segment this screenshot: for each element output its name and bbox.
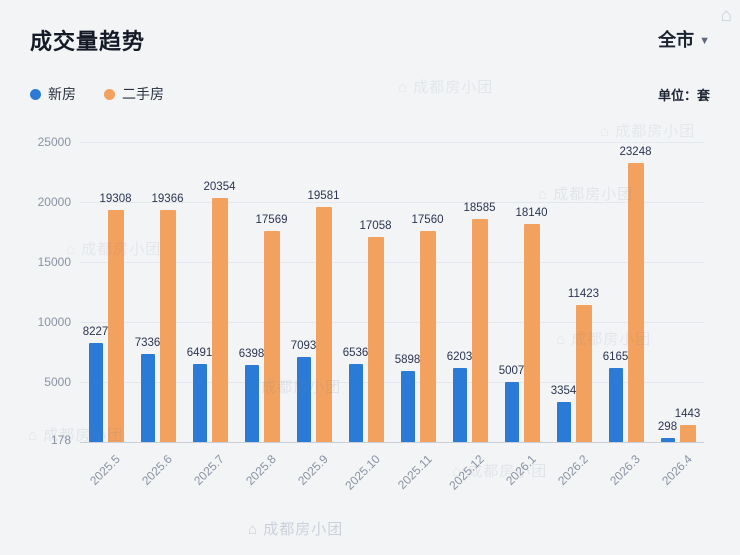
watermark-logo-icon: ⌂ <box>720 5 732 26</box>
value-label-new-2025.7: 6491 <box>186 347 213 360</box>
x-axis-label-2025.12: 2025.12 <box>446 452 487 493</box>
y-axis-tick: 10000 <box>37 315 71 329</box>
value-label-secondhand-2026.4: 1443 <box>674 407 701 420</box>
x-axis-line <box>80 442 704 443</box>
value-label-new-2025.8: 6398 <box>238 348 265 361</box>
bar-secondhand-2026.1[interactable] <box>523 224 540 442</box>
bar-secondhand-2025.9[interactable] <box>315 207 332 442</box>
bar-secondhand-2025.12[interactable] <box>471 218 488 442</box>
bar-new-2025.7[interactable] <box>192 364 207 442</box>
bar-chart: 178 5000 10000 15000 20000 25000 8227 19308 2025… <box>30 112 710 534</box>
gridline <box>80 322 704 323</box>
legend-item-secondhand-homes[interactable]: 二手房 <box>104 84 164 104</box>
x-axis-label-2025.8: 2025.8 <box>243 452 279 488</box>
bar-new-2026.3[interactable] <box>608 368 623 442</box>
bar-secondhand-2026.3[interactable] <box>627 163 644 442</box>
gridline <box>80 142 704 143</box>
bar-new-2025.10[interactable] <box>348 363 363 442</box>
y-axis-tick: 5000 <box>44 375 71 389</box>
value-label-secondhand-2025.6: 19366 <box>151 192 184 205</box>
city-selector[interactable]: 全市 ▼ <box>658 26 710 52</box>
x-axis-label-2025.10: 2025.10 <box>342 452 383 493</box>
x-axis-label-2026.1: 2026.1 <box>503 452 539 488</box>
y-axis-tick: 25000 <box>37 135 71 149</box>
legend-label-secondhand-homes: 二手房 <box>122 86 164 102</box>
value-label-secondhand-2026.2: 11423 <box>567 287 600 300</box>
x-axis-label-2026.3: 2026.3 <box>607 452 643 488</box>
value-label-new-2025.11: 5898 <box>394 354 421 367</box>
value-label-secondhand-2025.11: 17560 <box>411 214 444 227</box>
bar-secondhand-2025.11[interactable] <box>419 231 436 442</box>
legend-row: 新房 二手房 单位：套 <box>30 84 710 104</box>
bar-new-2026.1[interactable] <box>504 381 519 442</box>
bar-secondhand-2025.5[interactable] <box>107 210 124 442</box>
x-axis-label-2026.4: 2026.4 <box>659 452 695 488</box>
value-label-new-2025.5: 8227 <box>82 326 109 339</box>
gridline <box>80 202 704 203</box>
legend: 新房 二手房 <box>30 84 164 104</box>
value-label-secondhand-2025.12: 18585 <box>463 201 496 214</box>
value-label-secondhand-2026.3: 23248 <box>619 146 652 159</box>
gridline <box>80 382 704 383</box>
legend-dot-new-homes <box>30 88 41 100</box>
legend-dot-secondhand-homes <box>104 88 115 100</box>
x-axis-label-2025.7: 2025.7 <box>191 452 227 488</box>
y-axis-tick: 20000 <box>37 195 71 209</box>
x-axis-label-2025.9: 2025.9 <box>295 452 331 488</box>
value-label-new-2026.3: 6165 <box>602 351 629 364</box>
x-axis-label-2025.6: 2025.6 <box>139 452 175 488</box>
bar-new-2025.12[interactable] <box>452 367 467 442</box>
city-selector-label: 全市 <box>658 30 695 50</box>
value-label-secondhand-2025.8: 17569 <box>255 214 288 227</box>
bar-new-2026.2[interactable] <box>556 401 571 442</box>
header: 成交量趋势 全市 ▼ <box>30 24 710 56</box>
value-label-secondhand-2025.5: 19308 <box>99 193 132 206</box>
bar-secondhand-2025.6[interactable] <box>159 209 176 442</box>
value-label-secondhand-2025.9: 19581 <box>307 190 340 203</box>
bar-new-2025.11[interactable] <box>400 371 415 442</box>
bar-new-2026.4[interactable] <box>660 438 675 442</box>
chevron-down-icon: ▼ <box>699 34 710 47</box>
y-axis-tick: 178 <box>50 432 71 447</box>
value-label-secondhand-2025.7: 20354 <box>203 180 236 193</box>
value-label-new-2025.10: 6536 <box>342 346 369 359</box>
unit-label: 单位：套 <box>657 87 710 103</box>
value-label-new-2026.2: 3354 <box>550 384 577 397</box>
bar-secondhand-2026.2[interactable] <box>575 304 592 442</box>
value-label-secondhand-2025.10: 17058 <box>359 220 392 233</box>
bar-new-2025.6[interactable] <box>140 353 155 442</box>
value-label-new-2026.1: 5007 <box>498 364 525 377</box>
value-label-new-2025.12: 6203 <box>446 350 473 363</box>
gridline <box>80 262 704 263</box>
bar-new-2025.5[interactable] <box>88 343 103 442</box>
page-title: 成交量趋势 <box>30 29 146 54</box>
bar-new-2025.9[interactable] <box>296 356 311 442</box>
legend-item-new-homes[interactable]: 新房 <box>30 84 76 104</box>
value-label-new-2026.4: 298 <box>657 421 678 434</box>
x-axis-label-2025.11: 2025.11 <box>394 452 435 492</box>
value-label-new-2025.6: 7336 <box>134 336 161 349</box>
y-axis-tick: 15000 <box>37 255 71 269</box>
bar-secondhand-2025.8[interactable] <box>263 231 280 442</box>
bar-new-2025.8[interactable] <box>244 365 259 442</box>
x-axis-label-2026.2: 2026.2 <box>555 452 591 488</box>
legend-label-new-homes: 新房 <box>48 86 76 102</box>
bar-secondhand-2025.10[interactable] <box>367 237 384 442</box>
value-label-secondhand-2026.1: 18140 <box>515 207 548 220</box>
bar-secondhand-2025.7[interactable] <box>211 197 228 442</box>
bar-secondhand-2026.4[interactable] <box>679 424 696 442</box>
value-label-new-2025.9: 7093 <box>290 339 317 352</box>
x-axis-label-2025.5: 2025.5 <box>87 452 123 488</box>
